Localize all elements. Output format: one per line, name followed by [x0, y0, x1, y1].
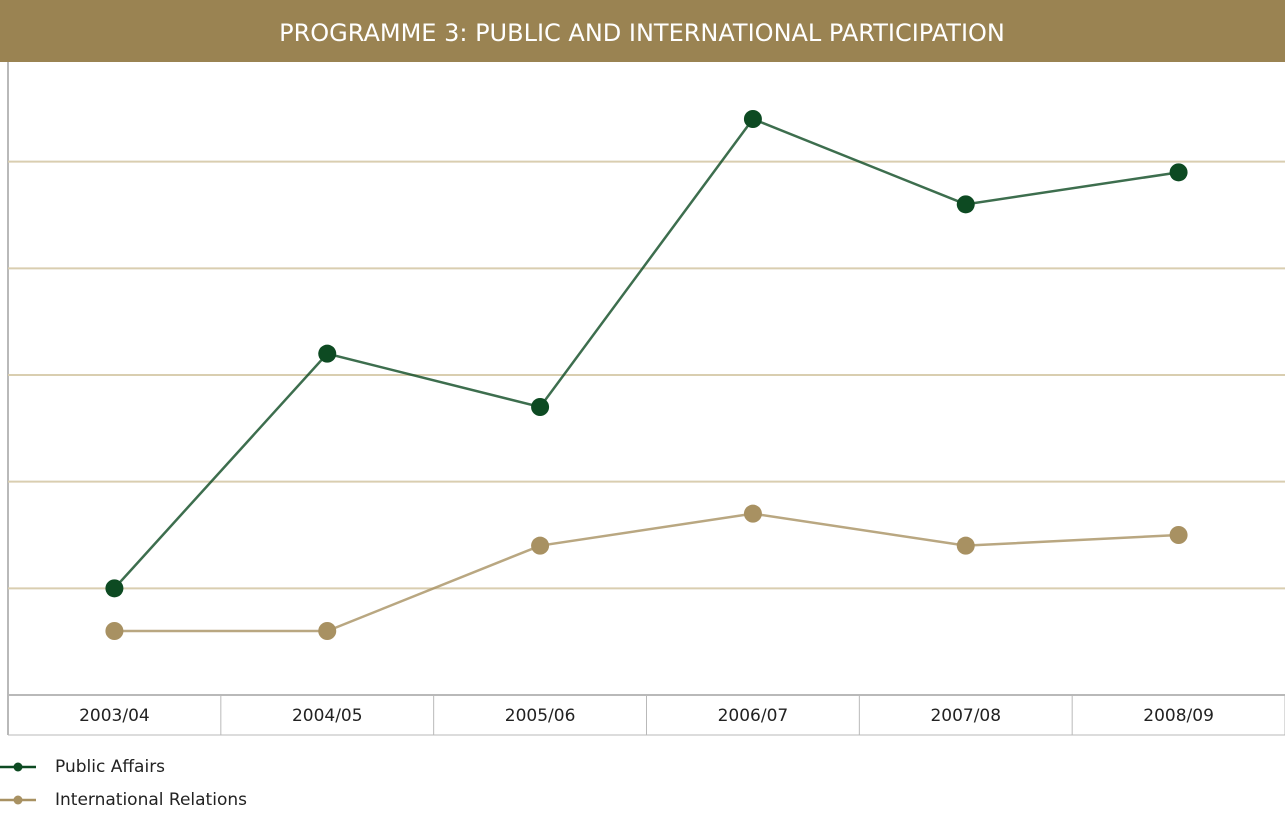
x-tick-label: 2007/08 [930, 706, 1001, 726]
x-tick-label: 2008/09 [1143, 706, 1214, 726]
point [743, 110, 762, 128]
legend-marker [13, 762, 23, 772]
point [1169, 526, 1188, 544]
chart-title: PROGRAMME 3: PUBLIC AND INTERNATIONAL PA… [279, 19, 1005, 47]
legend-marker [13, 795, 23, 805]
point [956, 536, 975, 555]
point [743, 504, 762, 523]
point [956, 195, 975, 214]
series-line [114, 512, 1179, 633]
x-tick-label: 2004/05 [292, 706, 363, 726]
legend-label: International Relations [55, 790, 247, 810]
point [105, 622, 124, 640]
legend-label: Public Affairs [55, 757, 165, 777]
x-tick-label: 2005/06 [505, 706, 576, 726]
point [318, 344, 337, 363]
x-tick-label: 2006/07 [718, 706, 789, 726]
series-line [113, 117, 1179, 590]
point [1169, 163, 1188, 182]
title-band [0, 0, 1285, 62]
point [531, 398, 550, 416]
x-tick-label: 2003/04 [79, 706, 150, 726]
point [318, 622, 337, 640]
point [531, 536, 550, 555]
point [105, 579, 124, 598]
